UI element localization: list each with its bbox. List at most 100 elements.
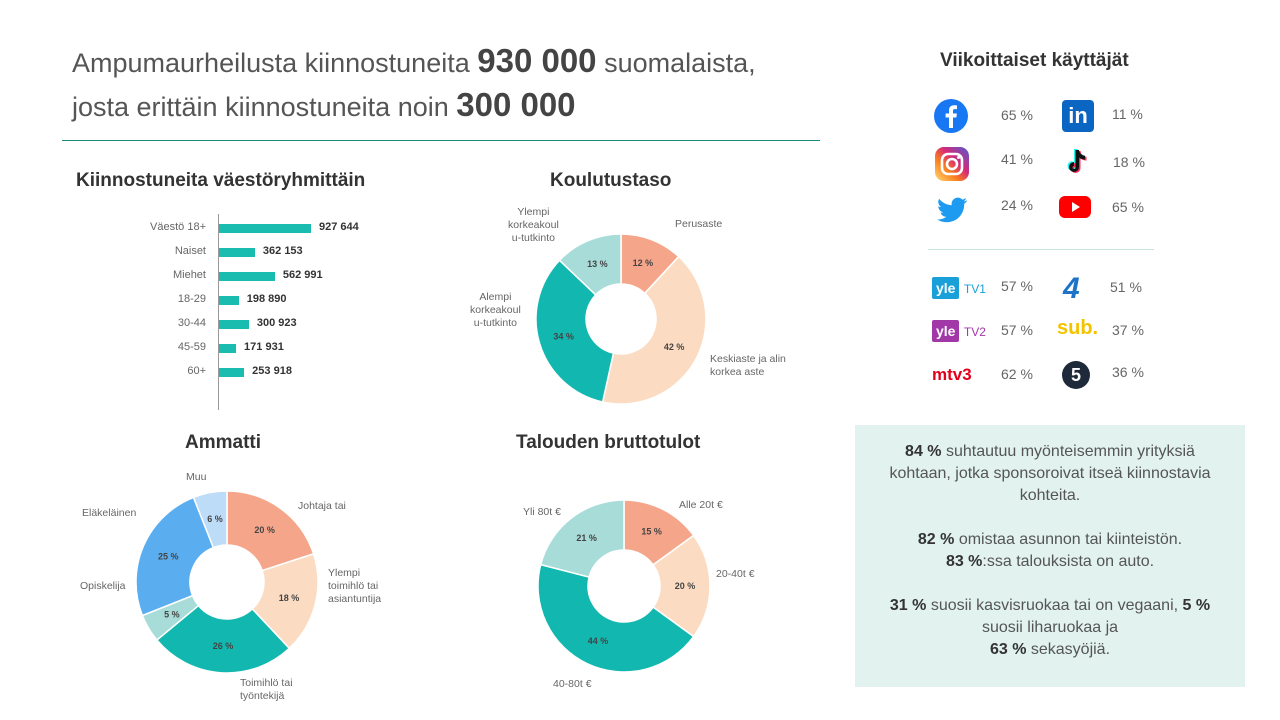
education-label-ylempi: Ylempi korkeakoul u-tutkinto xyxy=(508,206,559,245)
sub-logo: sub. xyxy=(1057,317,1099,339)
fact-number: 63 % xyxy=(989,641,1027,658)
tv2-logo-text: TV2 xyxy=(963,325,986,339)
donut-slice xyxy=(226,490,315,572)
yle-tv2-logo: yle TV2 xyxy=(932,320,986,342)
bar xyxy=(219,272,275,281)
fact-text: omistaa asunnon tai kiinteistön. xyxy=(958,531,1183,548)
fact-number: 5 % xyxy=(1182,597,1211,614)
donut-slice xyxy=(135,496,215,617)
bar-category-label: 45-59 xyxy=(177,341,206,353)
twitter-pct: 24 % xyxy=(1001,197,1033,213)
fact-number: 83 % xyxy=(945,553,983,570)
bar-category-label: Naiset xyxy=(174,245,206,257)
income-label-yli80: Yli 80t € xyxy=(523,506,561,518)
mtv3-logo: mtv3 xyxy=(932,365,972,384)
bar-category-label: 60+ xyxy=(187,365,206,377)
income-title: Talouden bruttotulot xyxy=(516,432,701,453)
fact-number: 84 % xyxy=(905,443,942,460)
donut-slice xyxy=(535,259,615,403)
donut-value-label: 20 % xyxy=(675,581,696,591)
bar-row: Miehet 562 991 xyxy=(130,264,410,288)
facebook-pct: 65 % xyxy=(1001,107,1033,123)
headline-text: Ampumaurheilusta kiinnostuneita xyxy=(72,48,470,78)
income-label-alle20: Alle 20t € xyxy=(679,499,723,511)
bar-value-label: 300 923 xyxy=(256,317,297,329)
occupation-donut-chart: 20 % 18 % 26 % 5 % 25 % 6 % xyxy=(135,490,319,674)
bar xyxy=(219,296,239,305)
fact-sponsoring: 84 % suhtautuu myönteisemmin yrityksiä k… xyxy=(885,441,1215,507)
education-label-perusaste: Perusaste xyxy=(675,218,723,230)
bar-row: 18-29 198 890 xyxy=(130,288,410,312)
yle-tv1-pct: 57 % xyxy=(1001,278,1033,294)
donut-value-label: 34 % xyxy=(553,331,574,341)
label-line: asiantuntija xyxy=(328,593,382,605)
donut-value-label: 20 % xyxy=(254,525,275,535)
tv1-logo-text: TV1 xyxy=(963,282,986,296)
bar-value-label: 362 153 xyxy=(262,245,303,257)
instagram-pct: 41 % xyxy=(1001,151,1033,167)
donut-slice xyxy=(155,604,291,674)
donut-slice xyxy=(537,563,695,673)
label-line: Toimihlö tai xyxy=(240,677,293,689)
donut-slice xyxy=(539,499,625,578)
donut-value-label: 6 % xyxy=(207,514,223,524)
education-donut-chart: 12 % 42 % 34 % 13 % xyxy=(535,233,707,405)
yle-tv2-pct: 57 % xyxy=(1001,322,1033,338)
yle-logo-text: yle xyxy=(932,320,960,342)
donut-value-label: 44 % xyxy=(588,636,609,646)
tiktok-icon xyxy=(1067,149,1087,173)
youtube-icon xyxy=(1059,196,1091,218)
bar-value-label: 171 931 xyxy=(244,341,284,353)
occupation-label-ylempi: Ylempi toimihlö tai asiantuntija xyxy=(328,567,381,606)
bar-value-label: 253 918 xyxy=(252,365,292,377)
education-title: Koulutustaso xyxy=(550,170,672,191)
bar-row: 60+ 253 918 xyxy=(130,360,410,384)
occupation-label-opiskelija: Opiskelija xyxy=(80,580,126,592)
education-label-alempi: Alempi korkeakoul u-tutkinto xyxy=(470,291,521,330)
donut-value-label: 18 % xyxy=(279,593,300,603)
fact-text: :ssa talouksista on auto. xyxy=(982,553,1155,570)
donut-value-label: 25 % xyxy=(158,552,179,562)
donut-value-label: 21 % xyxy=(576,533,597,543)
bar xyxy=(219,368,245,377)
fact-text: suosii kasvisruokaa tai on vegaani, xyxy=(930,597,1179,614)
mtv3-pct: 62 % xyxy=(1001,366,1033,382)
donut-slice xyxy=(558,233,622,296)
bar-row: Väestö 18+ 927 644 xyxy=(130,216,410,240)
weekly-users-title: Viikoittaiset käyttäjät xyxy=(940,50,1129,71)
fact-diet: 31 % suosii kasvisruokaa tai on vegaani,… xyxy=(885,595,1215,661)
yle-logo-text: yle xyxy=(932,277,960,299)
headline-text: josta erittäin kiinnostuneita noin xyxy=(72,92,449,122)
label-line: u-tutkinto xyxy=(473,317,517,329)
income-label-40-80: 40-80t € xyxy=(553,678,592,690)
fact-housing: 82 % omistaa asunnon tai kiinteistön. 83… xyxy=(885,529,1215,573)
population-bar-chart: Väestö 18+ 927 644 Naiset 362 153 Miehet 562 … xyxy=(130,214,410,410)
bar-category-label: 30-44 xyxy=(177,317,206,329)
education-label-keskiaste: Keskiaste ja alin korkea aste xyxy=(710,353,786,379)
label-line: Keskiaste ja alin xyxy=(710,353,786,365)
headline-number: 300 000 xyxy=(456,86,576,123)
label-line: korkeakoul xyxy=(508,219,559,231)
label-line: Ylempi xyxy=(328,567,361,579)
bar xyxy=(219,344,237,353)
donut-value-label: 13 % xyxy=(587,259,608,269)
occupation-label-muu: Muu xyxy=(186,471,207,483)
occupation-label-johtaja: Johtaja tai xyxy=(298,500,346,512)
occupation-label-toimihlo: Toimihlö tai työntekijä xyxy=(240,677,293,703)
label-line: toimihlö tai xyxy=(328,580,379,592)
donut-value-label: 12 % xyxy=(633,258,654,268)
label-line: korkeakoul xyxy=(470,304,521,316)
fact-number: 31 % xyxy=(889,597,927,614)
headline-text: suomalaista, xyxy=(604,48,756,78)
instagram-icon xyxy=(935,147,969,181)
label-line: u-tutkinto xyxy=(511,232,555,244)
bar-category-label: Miehet xyxy=(172,269,206,281)
donut-value-label: 5 % xyxy=(164,610,180,620)
headline-number: 930 000 xyxy=(477,42,597,79)
fact-text: suosii liharuokaa ja xyxy=(981,619,1119,636)
headline: Ampumaurheilusta kiinnostuneita 930 000 … xyxy=(72,40,832,128)
fact-text: suhtautuu myönteisemmin yrityksiä kohtaa… xyxy=(889,443,1211,504)
bar-axis-line xyxy=(218,214,219,410)
bar-row: 45-59 171 931 xyxy=(130,336,410,360)
linkedin-pct: 11 % xyxy=(1112,106,1143,122)
